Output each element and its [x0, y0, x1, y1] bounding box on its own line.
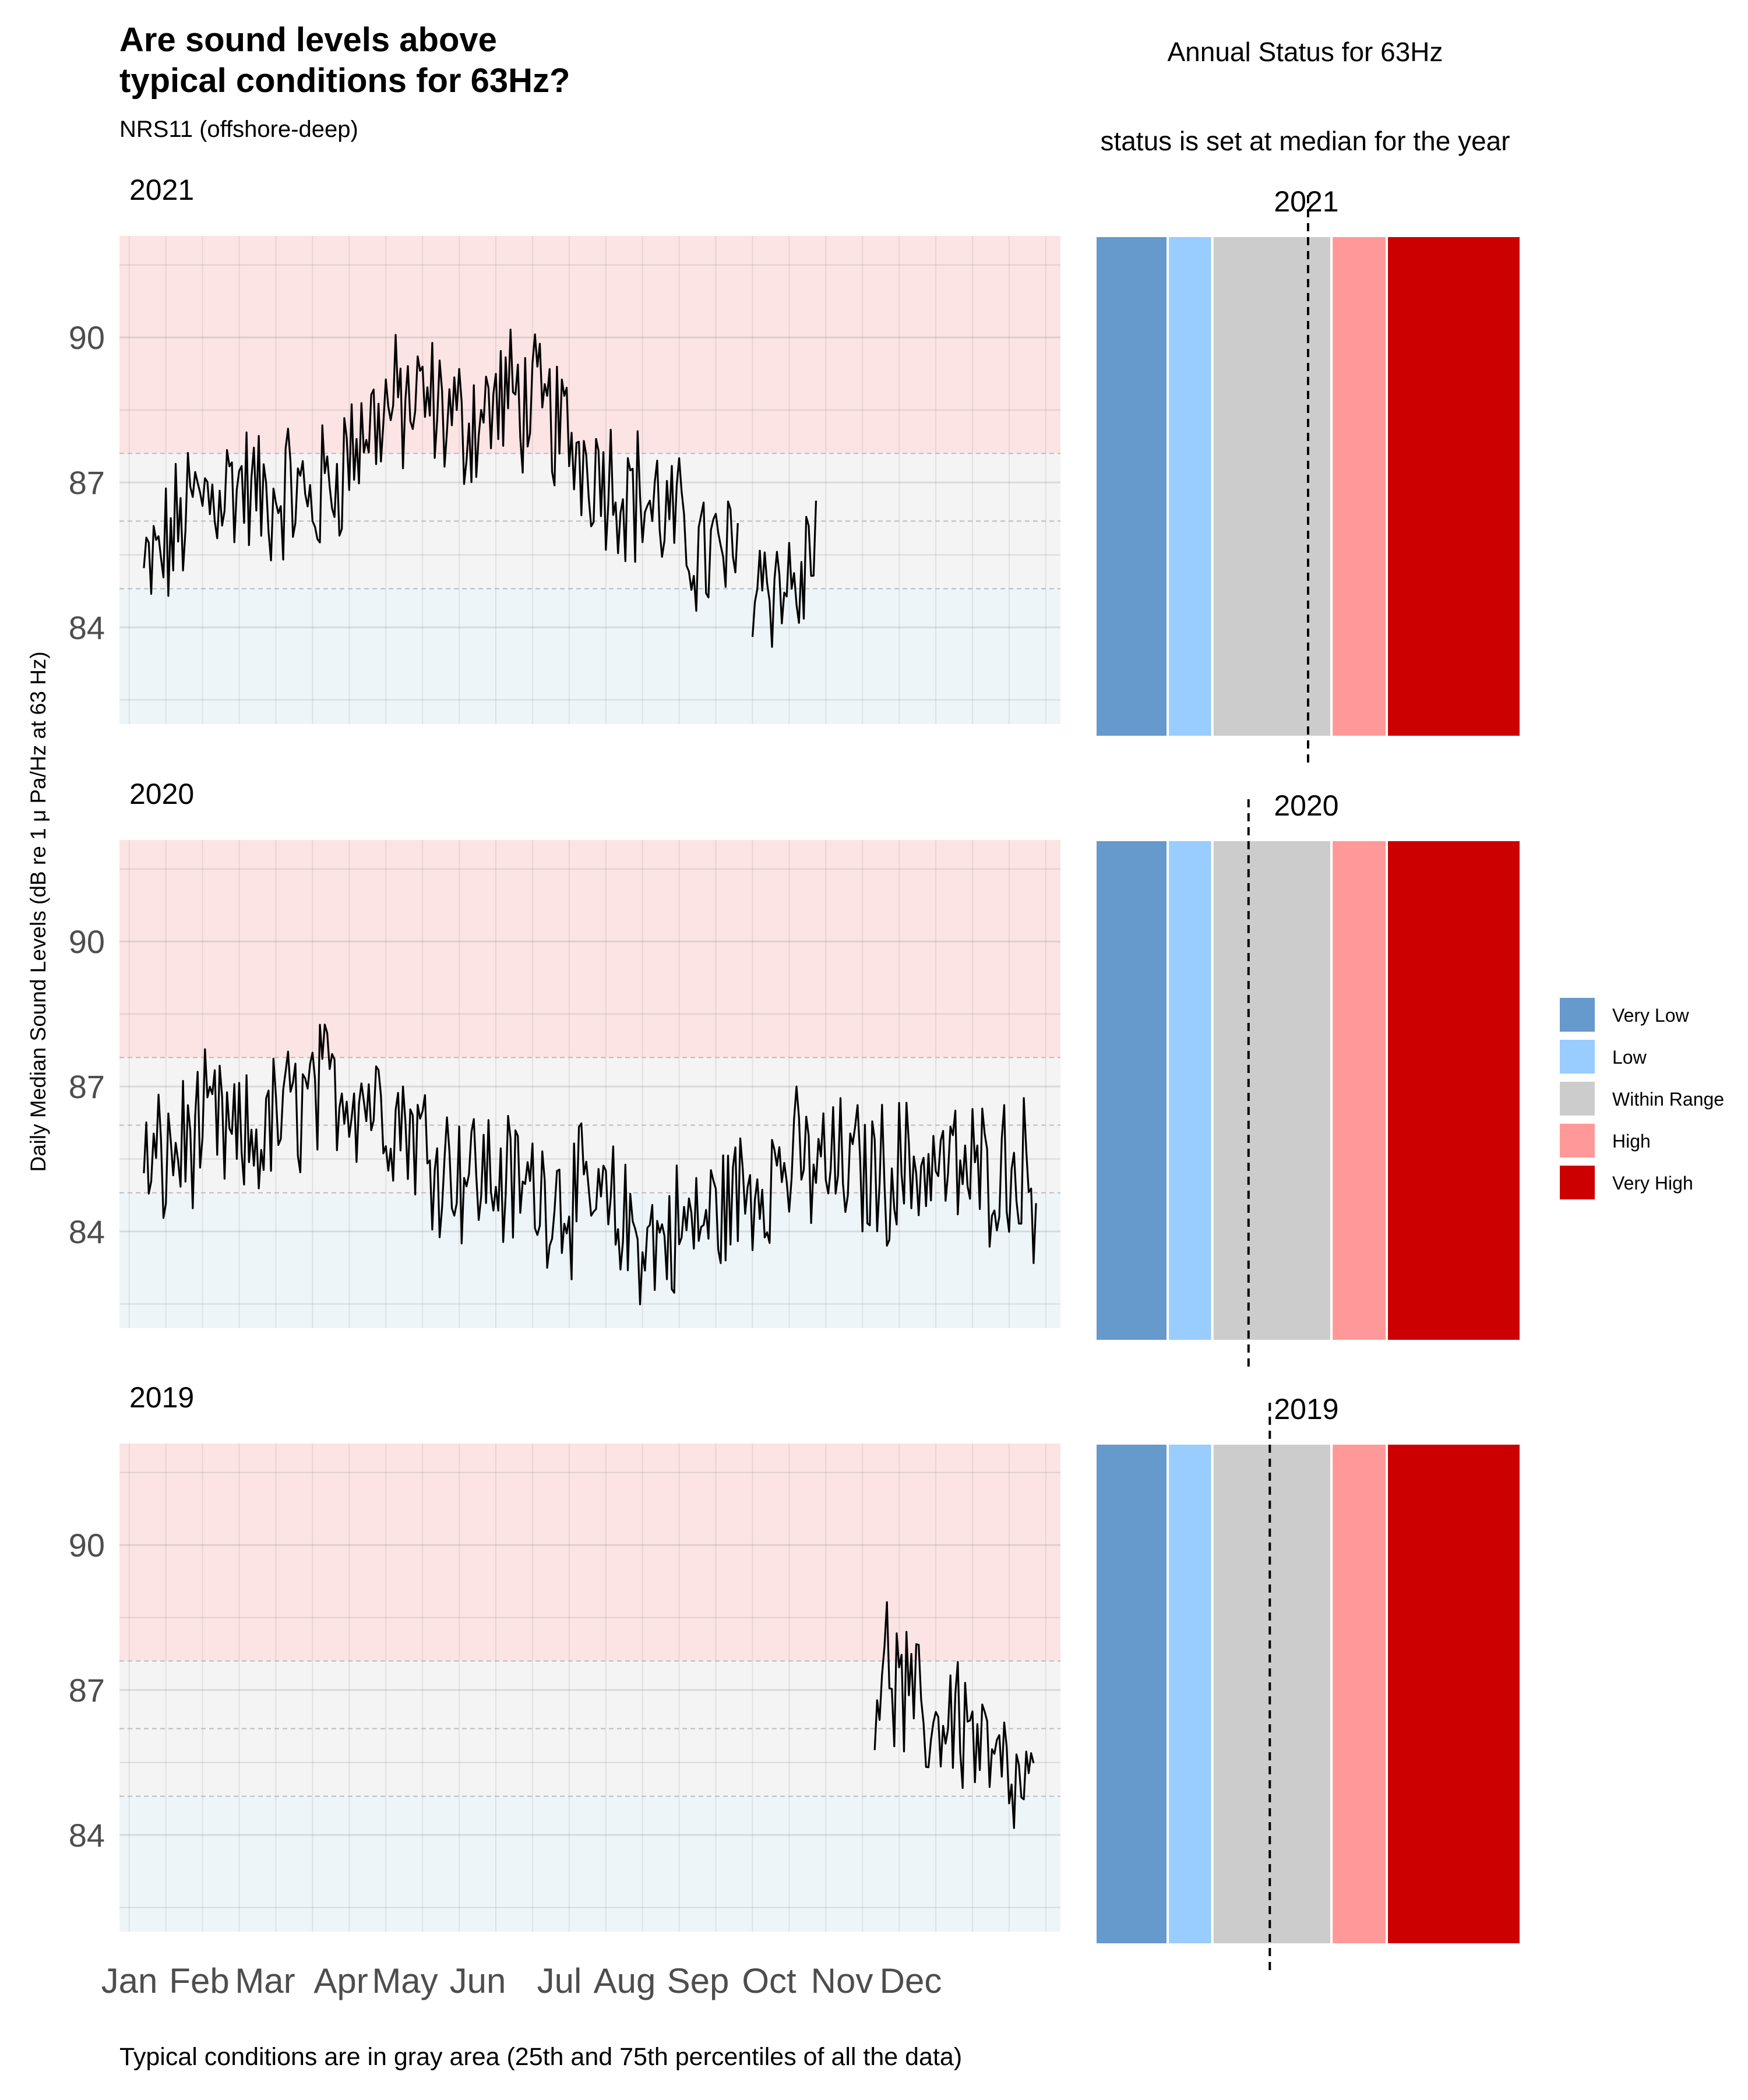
panel-year-label: 2020	[129, 778, 194, 810]
above-typical-band	[119, 840, 1060, 1058]
panel-year-label: 2021	[129, 174, 194, 206]
status-panels: 2021 2020 2019	[1094, 185, 1523, 1971]
x-axis: Jan Feb Mar Apr May Jun Jul Aug Sep Oct Nov Dec	[101, 1961, 942, 2000]
status-year-label: 2020	[1274, 789, 1338, 822]
x-tick-label: Oct	[742, 1961, 797, 2000]
x-tick-label: Jun	[450, 1961, 506, 2000]
below-typical-band	[119, 1192, 1060, 1328]
status-panel-2021: 2021	[1094, 185, 1523, 763]
status-band-very-low	[1094, 839, 1169, 1342]
status-band-very-low	[1094, 235, 1169, 738]
status-band-very-high	[1386, 235, 1523, 738]
legend-label: High	[1612, 1131, 1651, 1152]
x-tick-label: Sep	[667, 1961, 729, 2000]
series-line-2019	[873, 1601, 1035, 1829]
status-panel-2020: 2020	[1094, 789, 1523, 1367]
series-line-2021	[751, 500, 817, 648]
status-band-within-range	[1211, 235, 1333, 738]
legend-swatch	[1560, 1124, 1595, 1157]
x-tick-label: Apr	[313, 1961, 368, 2000]
grid	[119, 840, 1060, 1328]
above-typical-band	[119, 236, 1060, 454]
y-tick-label: 84	[69, 1817, 105, 1854]
status-band-high	[1330, 1442, 1388, 1946]
y-tick-label: 84	[69, 609, 105, 646]
status-band-within-range	[1211, 1442, 1333, 1946]
legend-swatch	[1560, 1166, 1595, 1199]
chart-title-line1: Are sound levels above	[119, 21, 497, 59]
chart-subtitle: NRS11 (offshore-deep)	[119, 117, 358, 142]
status-title: Annual Status for 63Hz	[1167, 37, 1443, 67]
status-band-very-low	[1094, 1442, 1169, 1946]
status-band-high	[1330, 839, 1388, 1342]
x-tick-label: May	[372, 1961, 438, 2000]
legend-label: Very High	[1612, 1173, 1693, 1194]
below-typical-band	[119, 1796, 1060, 1932]
x-tick-label: Nov	[811, 1961, 873, 2000]
panel-2021: 84 87 90 2021	[69, 174, 1060, 724]
x-tick-label: Aug	[594, 1961, 656, 2000]
status-year-label: 2019	[1274, 1393, 1338, 1425]
y-axis-label: Daily Median Sound Levels (dB re 1 μ Pa/…	[26, 651, 50, 1171]
legend-label: Low	[1612, 1047, 1647, 1068]
y-tick-label: 87	[69, 464, 105, 501]
status-band-very-high	[1386, 839, 1523, 1342]
panel-2019: 84 87 90 2019	[69, 1381, 1060, 1932]
below-typical-band	[119, 588, 1060, 724]
legend-swatch	[1560, 998, 1595, 1032]
status-band-high	[1330, 235, 1388, 738]
status-legend: Very Low Low Within Range High Very High	[1560, 998, 1724, 1199]
y-tick-label: 90	[69, 923, 105, 960]
legend-swatch	[1560, 1082, 1595, 1116]
status-band-low	[1166, 839, 1214, 1342]
panel-2020: 84 87 90 2020	[69, 778, 1060, 1328]
series-line-2020	[143, 1023, 1037, 1305]
status-band-low	[1166, 1442, 1214, 1946]
above-typical-band	[119, 1443, 1060, 1661]
x-tick-label: Feb	[169, 1961, 229, 2000]
time-series-panels: 84 87 90 2021 84 87 90 2020 84 87 90 2019	[69, 174, 1060, 1932]
x-tick-label: Jan	[101, 1961, 158, 2000]
y-tick-label: 87	[69, 1068, 105, 1105]
status-year-label: 2021	[1274, 185, 1338, 218]
chart-title-line2: typical conditions for 63Hz?	[119, 62, 570, 100]
y-tick-label: 87	[69, 1672, 105, 1709]
y-tick-label: 84	[69, 1213, 105, 1250]
panel-year-label: 2019	[129, 1381, 194, 1414]
x-tick-label: Jul	[537, 1961, 582, 2000]
chart-caption: Typical conditions are in gray area (25t…	[119, 2043, 962, 2071]
x-tick-label: Dec	[880, 1961, 942, 2000]
legend-label: Within Range	[1612, 1089, 1724, 1110]
status-panel-2019: 2019	[1094, 1393, 1523, 1971]
legend-swatch	[1560, 1040, 1595, 1074]
series-line-2021	[143, 329, 739, 612]
x-tick-label: Mar	[235, 1961, 295, 2000]
y-tick-label: 90	[69, 1527, 105, 1563]
status-band-very-high	[1386, 1442, 1523, 1946]
status-subtitle: status is set at median for the year	[1100, 126, 1510, 156]
grid	[119, 236, 1060, 724]
status-band-within-range	[1211, 839, 1333, 1342]
y-tick-label: 90	[69, 319, 105, 356]
status-band-low	[1166, 235, 1214, 738]
legend-label: Very Low	[1612, 1005, 1690, 1026]
